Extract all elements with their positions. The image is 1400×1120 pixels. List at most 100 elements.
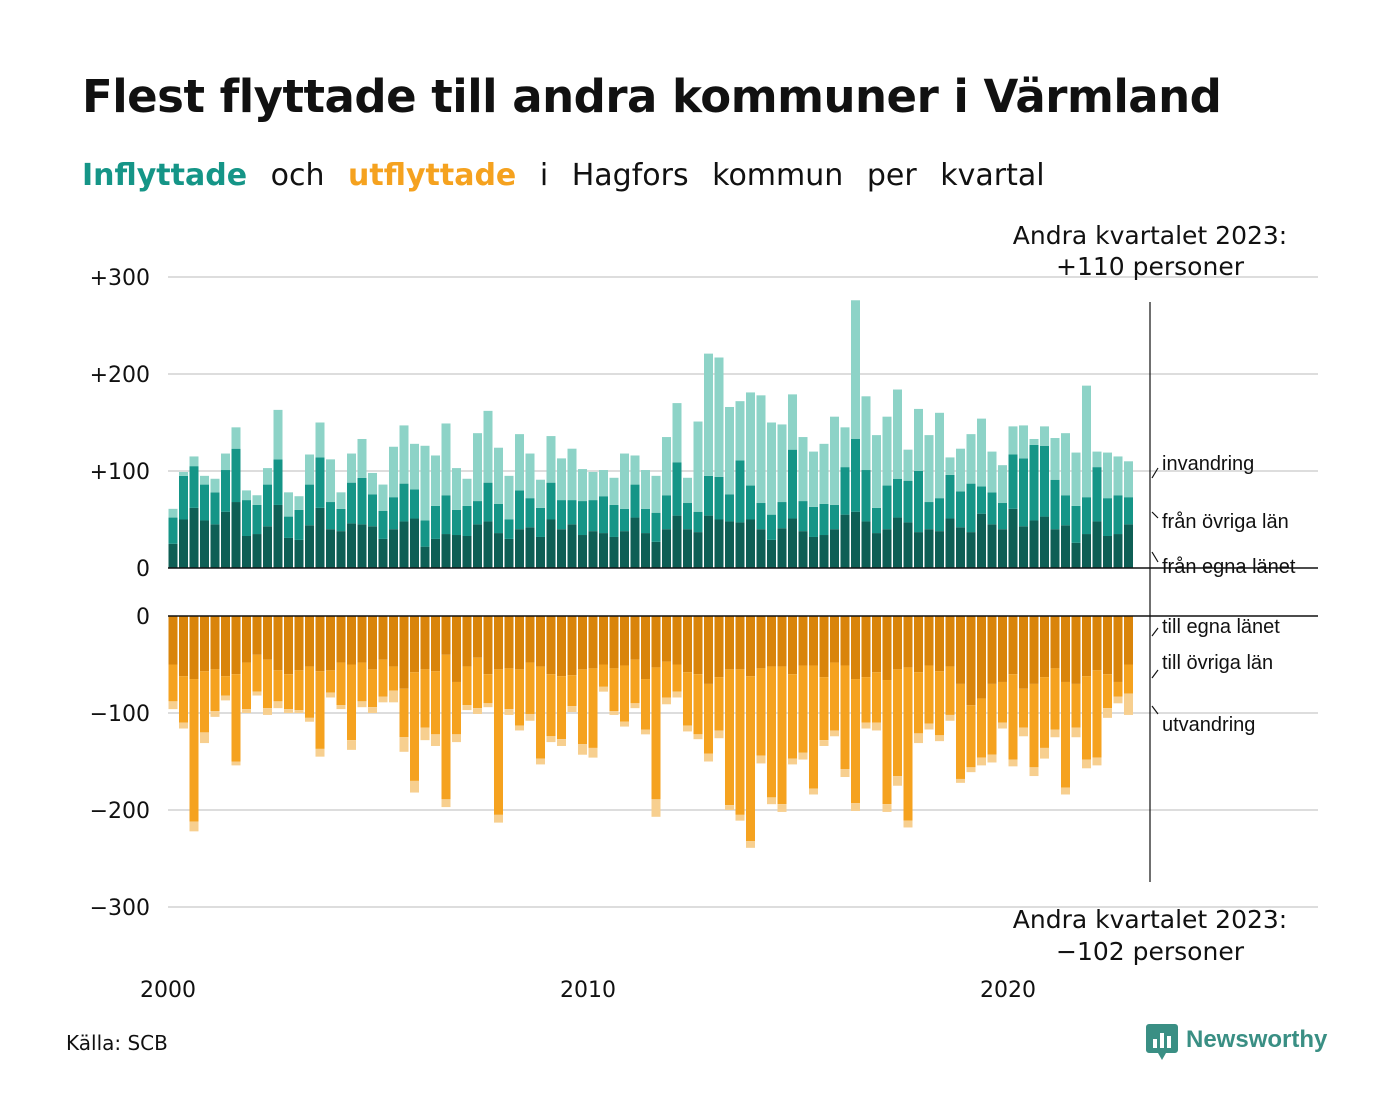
subtitle-utflyttade: utflyttade xyxy=(348,158,517,193)
bar-in-invandring xyxy=(431,455,440,506)
bar-in-invandring xyxy=(735,401,745,461)
bar-out-till-egna-länet xyxy=(1061,616,1070,682)
bar-out-till-övriga-län xyxy=(977,698,986,758)
bar-in-från-övriga-län xyxy=(1082,497,1091,535)
bar-out-utvandring xyxy=(431,734,440,746)
bar-in-från-övriga-län xyxy=(788,449,797,519)
bar-out-utvandring xyxy=(977,757,986,766)
bar-out-utvandring xyxy=(788,758,797,765)
bar-in-invandring xyxy=(389,446,398,498)
bar-out-till-övriga-län xyxy=(420,669,430,728)
bar-out-utvandring xyxy=(998,722,1007,729)
bar-out-till-övriga-län xyxy=(1071,683,1081,728)
bar-in-från-övriga-län xyxy=(473,501,482,525)
bar-in-invandring xyxy=(1092,451,1102,468)
bar-in-från-övriga-län xyxy=(200,484,209,521)
bar-in-från-övriga-län xyxy=(830,504,839,530)
bar-out-till-övriga-län xyxy=(903,667,913,821)
callout-out-line2: −102 personer xyxy=(1056,937,1245,966)
bar-out-utvandring xyxy=(168,701,178,710)
bar-out-utvandring xyxy=(714,730,724,739)
bar-in-från-egna-länet xyxy=(578,535,587,568)
migration-chart: +300 +200 +100 0 0 −100 −200 −300 2000 2010 2020 A… xyxy=(90,221,1318,1000)
bar-out-till-övriga-län xyxy=(525,662,535,714)
bar-in-från-egna-länet xyxy=(1124,524,1133,568)
bar-in-från-övriga-län xyxy=(662,495,671,530)
series-label-out: utvandring xyxy=(1162,714,1255,736)
bar-out-utvandring xyxy=(777,804,787,812)
bar-in-från-egna-länet xyxy=(536,536,545,568)
bar-in-från-övriga-län xyxy=(798,501,808,532)
bar-in-från-övriga-län xyxy=(1029,444,1039,521)
bar-out-till-egna-länet xyxy=(546,616,556,675)
bar-out-utvandring xyxy=(893,776,902,786)
bar-out-till-övriga-län xyxy=(462,666,472,706)
bar-out-till-övriga-län xyxy=(536,666,545,759)
bar-in-invandring xyxy=(672,403,682,463)
bar-in-från-egna-länet xyxy=(588,531,598,568)
bar-out-till-egna-länet xyxy=(231,616,241,675)
series-label-in: från egna länet xyxy=(1162,556,1296,578)
bar-out-utvandring xyxy=(294,710,304,713)
bar-in-invandring xyxy=(641,470,650,509)
bar-out-till-egna-länet xyxy=(420,616,430,670)
bar-out-till-övriga-län xyxy=(1092,670,1102,758)
bar-out-utvandring xyxy=(504,709,514,715)
bar-in-från-övriga-län xyxy=(693,511,703,533)
chart-title: Flest flyttade till andra kommuner i Vär… xyxy=(82,70,1222,123)
bar-in-från-egna-länet xyxy=(914,532,923,568)
bar-out-utvandring xyxy=(798,752,808,760)
bar-out-till-övriga-län xyxy=(410,672,419,781)
bar-out-utvandring xyxy=(536,758,545,765)
y-tick-label: +200 xyxy=(90,363,150,388)
bar-out-till-övriga-län xyxy=(641,679,650,730)
bar-out-till-övriga-län xyxy=(987,683,997,755)
bar-in-invandring xyxy=(473,433,482,502)
bar-out-till-egna-länet xyxy=(515,616,524,670)
bar-in-invandring xyxy=(567,448,577,501)
bar-in-från-övriga-län xyxy=(735,460,745,523)
bar-in-från-egna-länet xyxy=(725,521,734,568)
bar-in-från-övriga-län xyxy=(546,482,556,520)
bar-out-till-egna-länet xyxy=(924,616,934,666)
bar-in-från-övriga-län xyxy=(998,503,1007,530)
bar-out-till-övriga-län xyxy=(861,677,871,723)
bar-in-invandring xyxy=(1113,456,1123,496)
bar-out-till-egna-länet xyxy=(378,616,388,660)
bar-in-från-övriga-län xyxy=(882,485,892,530)
bar-in-invandring xyxy=(168,508,178,518)
subtitle-word-kvartal: kvartal xyxy=(940,158,1045,193)
bar-out-till-övriga-län xyxy=(494,669,503,815)
bar-in-från-övriga-län xyxy=(672,462,682,516)
bar-out-till-övriga-län xyxy=(273,670,283,702)
bar-out-utvandring xyxy=(525,713,535,721)
bar-out-till-egna-länet xyxy=(1040,616,1049,678)
bar-out-till-egna-länet xyxy=(704,616,713,684)
bar-in-från-egna-länet xyxy=(567,524,577,568)
bar-out-till-egna-länet xyxy=(315,616,325,672)
bar-in-från-egna-länet xyxy=(305,525,314,568)
bar-out-utvandring xyxy=(1008,759,1018,767)
bar-out-till-övriga-län xyxy=(735,669,745,815)
bar-out-till-egna-länet xyxy=(347,616,356,665)
bar-out-till-övriga-län xyxy=(452,681,461,735)
bar-in-invandring xyxy=(504,475,514,520)
bar-out-utvandring xyxy=(1040,747,1049,759)
bar-out-till-övriga-län xyxy=(914,672,923,734)
bar-out-utvandring xyxy=(347,740,356,750)
bar-in-invandring xyxy=(326,459,335,503)
bar-out-till-övriga-län xyxy=(872,672,881,723)
bar-out-till-egna-länet xyxy=(1124,616,1133,665)
bar-in-från-övriga-län xyxy=(263,484,272,527)
bar-in-från-övriga-län xyxy=(273,459,283,505)
bar-in-invandring xyxy=(557,458,566,501)
bar-out-utvandring xyxy=(662,697,671,705)
bar-in-invandring xyxy=(536,479,545,508)
bar-in-från-egna-länet xyxy=(210,524,220,568)
bar-in-från-egna-länet xyxy=(945,518,955,568)
bar-in-invandring xyxy=(977,418,986,487)
bar-in-från-övriga-län xyxy=(189,466,199,508)
bar-in-från-egna-länet xyxy=(746,519,755,568)
bar-in-från-övriga-län xyxy=(777,502,787,529)
bar-in-från-övriga-län xyxy=(1113,495,1123,535)
